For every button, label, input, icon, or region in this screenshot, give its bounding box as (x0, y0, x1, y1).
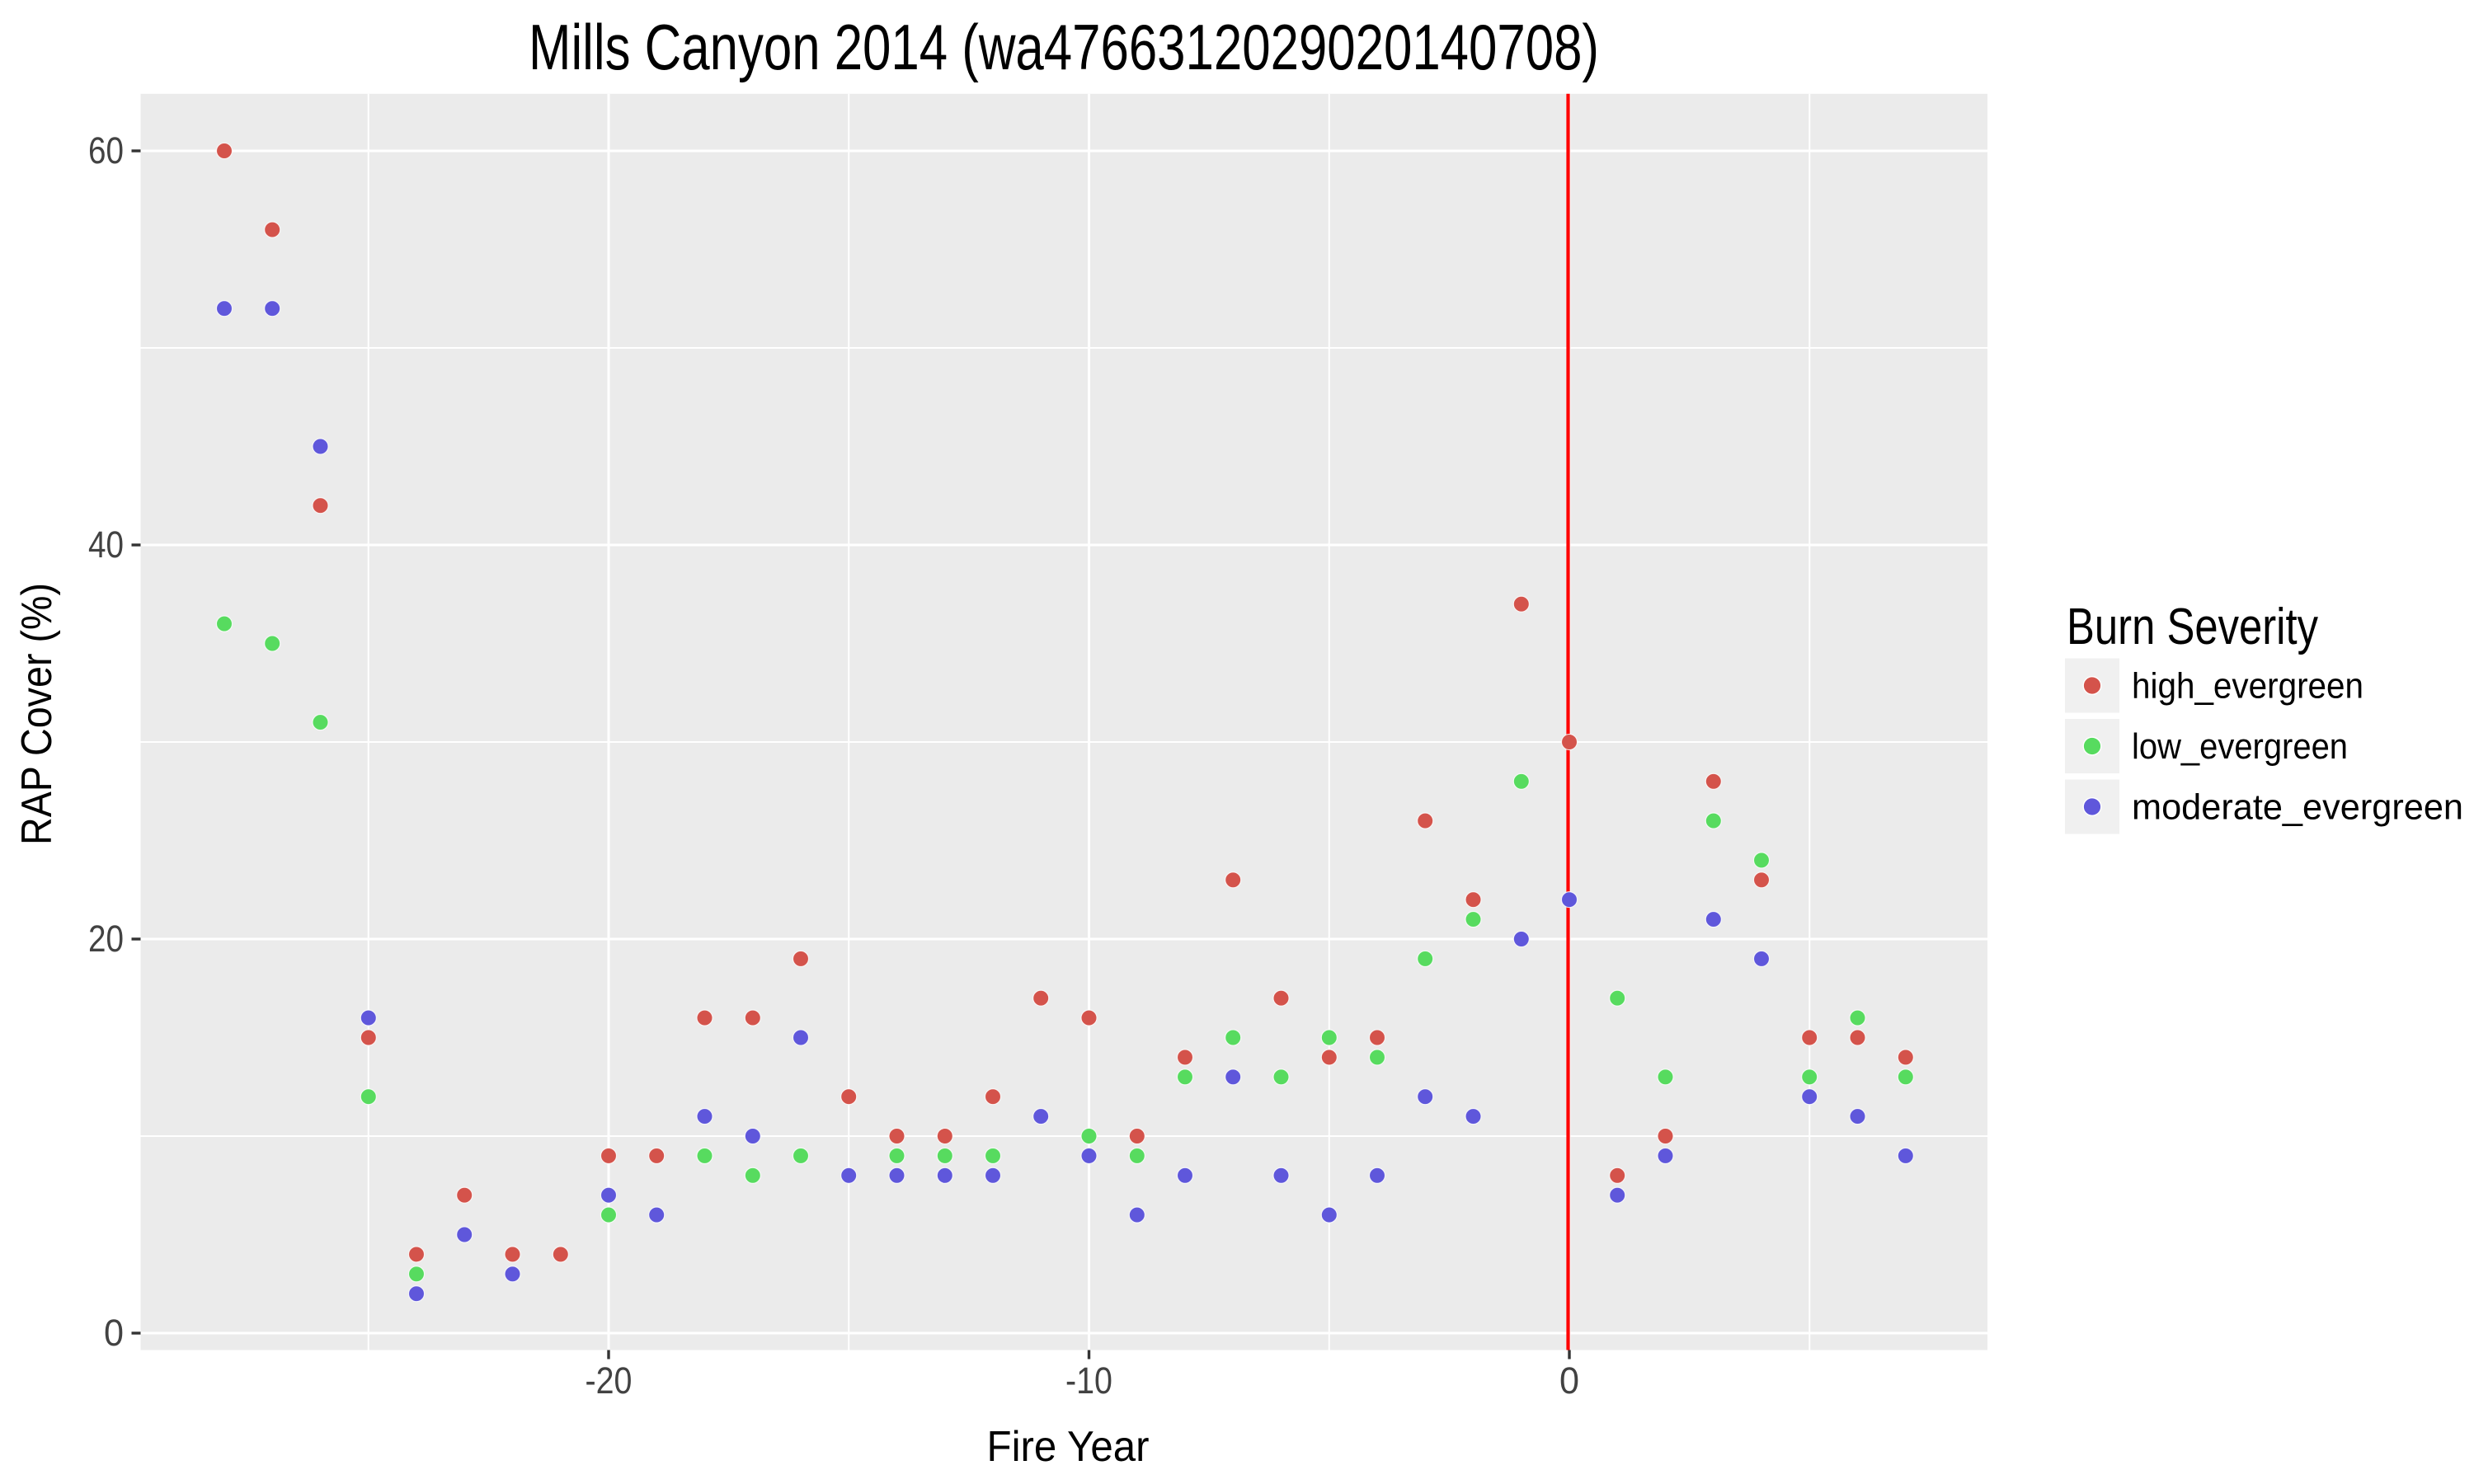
svg-text:0: 0 (1559, 1360, 1579, 1402)
svg-text:-10: -10 (1065, 1360, 1112, 1402)
svg-text:20: 20 (88, 918, 124, 960)
svg-text:high_evergreen: high_evergreen (2132, 666, 2363, 707)
svg-text:60: 60 (88, 129, 124, 171)
svg-text:Mills Canyon 2014 (wa476631202: Mills Canyon 2014 (wa4766312029020140708… (529, 11, 1599, 83)
svg-text:0: 0 (104, 1312, 124, 1354)
svg-text:40: 40 (88, 524, 124, 566)
svg-text:RAP Cover (%): RAP Cover (%) (13, 583, 61, 845)
svg-text:moderate_evergreen: moderate_evergreen (2132, 787, 2463, 828)
svg-text:low_evergreen: low_evergreen (2132, 726, 2348, 767)
svg-text:-20: -20 (586, 1360, 633, 1402)
svg-text:Fire Year: Fire Year (987, 1423, 1150, 1471)
svg-text:Burn Severity: Burn Severity (2067, 599, 2318, 655)
